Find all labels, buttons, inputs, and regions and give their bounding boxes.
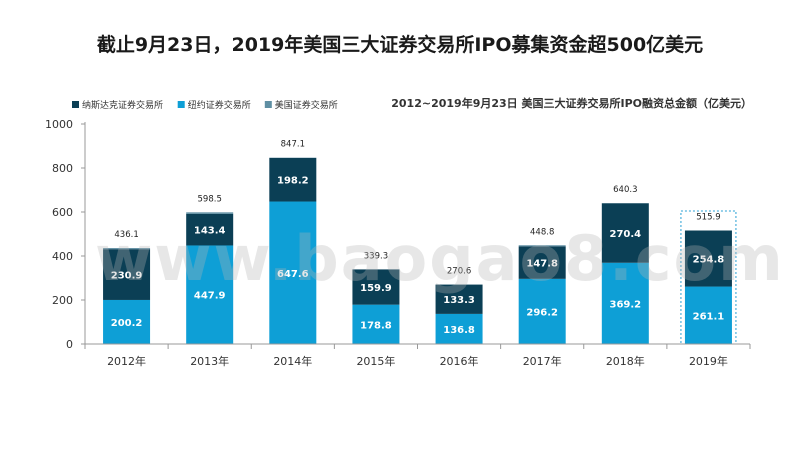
bar-value-label: 147.8 [526,259,558,270]
bar-value-label: 254.8 [693,255,725,266]
y-tick-label: 1000 [45,118,73,131]
bar-segment [186,212,233,214]
x-tick-label: 2016年 [440,354,479,368]
bar-total-label: 598.5 [198,194,222,204]
bar-value-label: 369.2 [609,299,641,310]
bar-total-label: 640.3 [613,185,637,195]
bar-segment [519,245,566,246]
bar-total-label: 436.1 [114,230,138,240]
y-tick-label: 400 [52,250,73,263]
bar-value-label: 230.9 [111,271,143,282]
legend-label: 纳斯达克证券交易所 [82,99,163,111]
y-tick-label: 0 [66,338,73,351]
legend: 纳斯达克证券交易所 纽约证券交易所 美国证券交易所 [72,99,338,111]
bar-total-label: 339.3 [364,251,388,261]
y-tick-label: 200 [52,294,73,307]
legend-swatch [72,101,79,108]
bar-value-label: 447.9 [194,291,226,302]
bar-value-label: 296.2 [526,307,558,318]
legend-swatch [178,101,185,108]
bar-value-label: 200.2 [111,318,143,329]
x-tick-label: 2012年 [107,354,146,368]
bar-segment [103,248,150,249]
x-tick-label: 2018年 [606,354,645,368]
bar-value-label: 261.1 [693,311,725,322]
bar-value-label: 159.9 [360,283,392,294]
chart-subtitle: 2012~2019年9月23日 美国三大证券交易所IPO融资总金额（亿美元） [391,96,752,110]
bar-total-label: 270.6 [447,266,471,276]
x-tick-label: 2017年 [523,354,562,368]
bar-value-label: 647.6 [277,269,309,280]
x-tick-label: 2015年 [356,354,395,368]
bar-total-label: 515.9 [696,213,720,223]
x-tick-label: 2014年 [273,354,312,368]
y-tick-label: 600 [52,206,73,219]
bar-value-label: 143.4 [194,226,226,237]
legend-label: 纽约证券交易所 [188,99,251,111]
bar-value-label: 198.2 [277,176,309,187]
bars: 200.2 230.9 436.1 447.9 143.4 598.5 647.6 198.2… [103,140,736,344]
bar-total-label: 448.8 [530,227,554,237]
bar-value-label: 270.4 [609,229,641,240]
bar-value-label: 136.8 [443,325,475,336]
y-axis: 0 200 400 600 800 1000 [45,118,85,351]
bar-total-label: 847.1 [281,140,305,150]
bar-value-label: 178.8 [360,320,392,331]
x-axis: 2012年 2013年 2014年 2015年 2016年 2017年 2018年 2019年 [85,344,750,368]
x-tick-label: 2013年 [190,354,229,368]
bar-value-label: 133.3 [443,295,475,306]
x-tick-label: 2019年 [689,354,728,368]
y-tick-label: 800 [52,162,73,175]
legend-label: 美国证券交易所 [275,99,338,111]
legend-swatch [265,101,272,108]
